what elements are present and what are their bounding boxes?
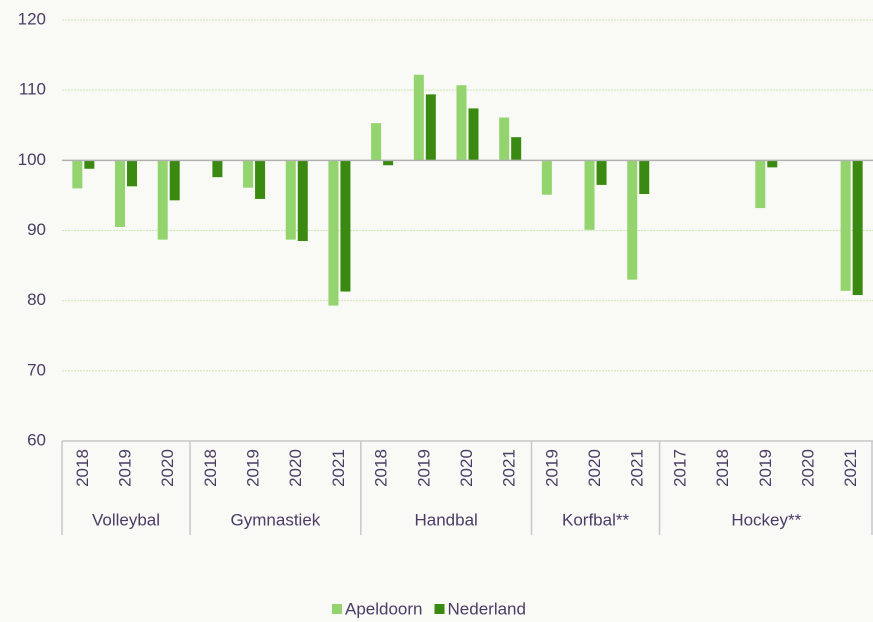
bar xyxy=(285,160,296,240)
x-tick-label: 2019 xyxy=(756,449,775,487)
y-tick-label: 100 xyxy=(18,150,46,169)
group-label: Korfbal** xyxy=(562,510,629,529)
bar xyxy=(127,160,138,187)
y-tick-label: 80 xyxy=(27,290,46,309)
legend-label: Apeldoorn xyxy=(345,599,423,618)
bar xyxy=(72,160,83,189)
x-tick-label: 2019 xyxy=(116,449,135,487)
x-tick-label: 2021 xyxy=(500,449,519,487)
bar xyxy=(499,117,510,161)
x-tick-label: 2019 xyxy=(542,449,561,487)
bar xyxy=(425,94,436,161)
bar xyxy=(413,74,424,161)
x-tick-label: 2019 xyxy=(244,449,263,487)
bar xyxy=(755,160,766,209)
y-tick-label: 70 xyxy=(27,360,46,379)
bar xyxy=(212,160,223,178)
bar xyxy=(456,85,467,161)
y-tick-label: 110 xyxy=(19,80,46,99)
legend-label: Nederland xyxy=(448,599,526,618)
group-label: Hockey** xyxy=(731,510,801,529)
x-tick-label: 2021 xyxy=(841,449,860,487)
bar xyxy=(852,160,863,296)
group-label: Gymnastiek xyxy=(231,510,321,529)
y-tick-label: 90 xyxy=(27,220,46,239)
bar xyxy=(767,160,778,168)
bar xyxy=(596,160,607,185)
bar xyxy=(840,160,851,291)
bar xyxy=(511,137,522,161)
bar xyxy=(297,160,308,242)
bar xyxy=(584,160,595,230)
bar xyxy=(383,160,394,166)
legend-swatch xyxy=(332,604,342,614)
bar xyxy=(541,160,552,195)
bar xyxy=(639,160,650,195)
bar xyxy=(255,160,266,199)
bar xyxy=(371,123,382,161)
x-tick-label: 2018 xyxy=(73,449,92,487)
bar xyxy=(84,160,95,169)
x-tick-label: 2019 xyxy=(414,449,433,487)
x-tick-label: 2021 xyxy=(329,449,348,487)
x-tick-label: 2020 xyxy=(585,449,604,487)
x-tick-label: 2020 xyxy=(798,449,817,487)
x-tick-label: 2020 xyxy=(286,449,305,487)
x-tick-label: 2021 xyxy=(628,449,647,487)
x-tick-label: 2020 xyxy=(158,449,177,487)
bar xyxy=(243,160,254,188)
bar xyxy=(328,160,339,306)
x-tick-label: 2020 xyxy=(457,449,476,487)
x-tick-label: 2018 xyxy=(372,449,391,487)
legend-swatch xyxy=(434,604,445,614)
y-tick-label: 120 xyxy=(18,9,46,28)
bar xyxy=(157,160,168,240)
x-tick-label: 2018 xyxy=(201,449,220,487)
y-tick-label: 60 xyxy=(27,430,46,449)
bar xyxy=(115,160,126,227)
group-label: Handbal xyxy=(414,510,477,529)
group-label: Volleybal xyxy=(92,510,160,529)
x-tick-label: 2017 xyxy=(670,449,689,487)
bar xyxy=(627,160,638,280)
x-tick-label: 2018 xyxy=(713,449,732,487)
bar xyxy=(169,160,180,201)
bar xyxy=(340,160,351,292)
bar xyxy=(468,108,479,161)
